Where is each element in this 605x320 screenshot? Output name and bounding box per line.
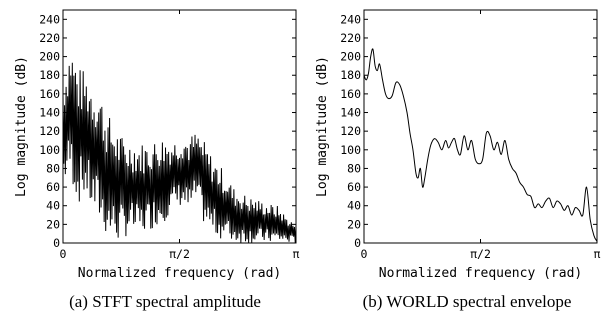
- y-tick-label: 160: [340, 87, 361, 101]
- y-tick-label: 40: [46, 199, 60, 213]
- y-tick-label: 160: [39, 87, 60, 101]
- y-tick-label: 180: [340, 68, 361, 82]
- chart-caption: (a) STFT spectral amplitude: [69, 292, 261, 311]
- y-tick-label: 180: [39, 68, 60, 82]
- y-tick-label: 100: [340, 143, 361, 157]
- x-tick-label: π/2: [470, 247, 491, 261]
- series-line: [364, 48, 597, 242]
- y-tick-label: 80: [46, 161, 60, 175]
- y-tick-label: 200: [39, 50, 60, 64]
- x-tick-label: 0: [361, 247, 368, 261]
- y-tick-label: 220: [39, 31, 60, 45]
- y-tick-label: 100: [39, 143, 60, 157]
- x-axis-label: Normalized frequency (rad): [379, 266, 583, 281]
- y-tick-label: 0: [53, 236, 60, 250]
- chart-caption: (b) WORLD spectral envelope: [363, 292, 572, 311]
- y-axis-label: Log magnitude (dB): [14, 56, 29, 197]
- y-tick-label: 200: [340, 50, 361, 64]
- series-line: [63, 62, 296, 243]
- y-tick-label: 140: [340, 106, 361, 120]
- x-tick-label: π/2: [169, 247, 190, 261]
- y-tick-label: 60: [347, 180, 361, 194]
- x-tick-label: π: [293, 247, 300, 261]
- x-axis-label: Normalized frequency (rad): [78, 266, 282, 281]
- axes-frame: [363, 9, 598, 244]
- y-axis-label: Log magnitude (dB): [315, 56, 330, 197]
- y-tick-label: 120: [340, 124, 361, 138]
- x-tick-label: π: [594, 247, 601, 261]
- y-tick-label: 60: [46, 180, 60, 194]
- y-tick-label: 0: [354, 236, 361, 250]
- chart-panel-b: 0 20 40 60 80 100 120 140 160 180 200 220 240 0 π/2 π No…: [315, 9, 601, 311]
- y-tick-label: 240: [340, 12, 361, 26]
- y-tick-label: 20: [46, 217, 60, 231]
- y-tick-label: 40: [347, 199, 361, 213]
- y-tick-label: 220: [340, 31, 361, 45]
- y-tick-label: 240: [39, 12, 60, 26]
- y-tick-label: 140: [39, 106, 60, 120]
- y-tick-label: 20: [347, 217, 361, 231]
- y-tick-label: 80: [347, 161, 361, 175]
- chart-panel-a: 0 20 40 60 80 100 120 140 160 180 200 220 240 0 π/2 π No…: [14, 9, 300, 311]
- y-tick-label: 120: [39, 124, 60, 138]
- axes-frame: [62, 9, 297, 244]
- x-tick-label: 0: [60, 247, 67, 261]
